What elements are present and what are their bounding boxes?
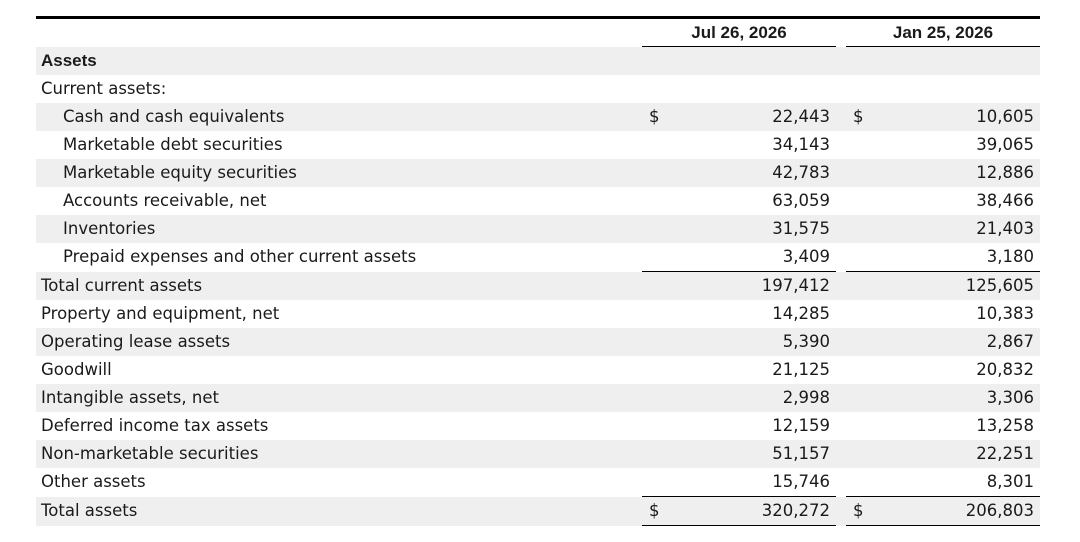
value-jul-2026: 14,285 <box>772 304 830 323</box>
value-jul-2026: 3,409 <box>782 247 830 266</box>
row-label: Marketable equity securities <box>36 159 642 187</box>
column-header-jan-25-2026: Jan 25, 2026 <box>846 22 1040 48</box>
value-jul-2026: 12,159 <box>772 416 830 435</box>
balance-sheet-assets-table: Assets Current assets: Cash and cash equ… <box>36 47 1040 526</box>
value-jan-2026: 20,832 <box>976 360 1034 379</box>
value-jul-2026: 320,272 <box>682 496 836 526</box>
row-label: Total assets <box>36 496 642 526</box>
row-label: Operating lease assets <box>36 328 642 356</box>
table-row: Accounts receivable, net 63,059 38,466 <box>36 187 1040 215</box>
row-label: Goodwill <box>41 360 112 379</box>
value-jan-2026: 3,306 <box>886 384 1040 412</box>
table-row: Assets <box>36 47 1040 75</box>
table-row: Property and equipment, net 14,285 10,38… <box>36 300 1040 328</box>
table-row: Non-marketable securities 51,157 22,251 <box>36 440 1040 468</box>
table-row: Marketable debt securities 34,143 39,065 <box>36 131 1040 159</box>
table-row: Deferred income tax assets 12,159 13,258 <box>36 412 1040 440</box>
value-jan-2026: 10,383 <box>976 304 1034 323</box>
value-jan-2026: 8,301 <box>886 468 1040 497</box>
table-row: Operating lease assets 5,390 2,867 <box>36 328 1040 356</box>
row-label: Prepaid expenses and other current asset… <box>63 247 417 267</box>
table-row: Current assets: <box>36 75 1040 103</box>
value-jul-2026: 197,412 <box>682 271 836 300</box>
value-jan-2026: 39,065 <box>976 135 1034 154</box>
subsection-title: Current assets: <box>41 79 167 98</box>
value-jan-2026: 125,605 <box>886 271 1040 300</box>
table-row: Intangible assets, net 2,998 3,306 <box>36 384 1040 412</box>
value-jan-2026: 38,466 <box>976 191 1034 210</box>
value-jan-2026: 13,258 <box>976 416 1034 435</box>
value-jul-2026: 31,575 <box>682 215 836 243</box>
value-jan-2026: 10,605 <box>886 103 1040 131</box>
value-jul-2026: 21,125 <box>772 360 830 379</box>
value-jan-2026: 3,180 <box>986 247 1034 266</box>
currency-symbol: $ <box>642 103 682 131</box>
top-rule <box>36 16 1040 19</box>
value-jul-2026: 63,059 <box>772 191 830 210</box>
row-label: Intangible assets, net <box>36 384 642 412</box>
table-row: Goodwill 21,125 20,832 <box>36 356 1040 384</box>
currency-symbol: $ <box>846 103 886 131</box>
table-row: Total current assets 197,412 125,605 <box>36 271 1040 300</box>
table-row: Marketable equity securities 42,783 12,8… <box>36 159 1040 187</box>
currency-symbol: $ <box>846 496 886 526</box>
row-label: Non-marketable securities <box>36 440 642 468</box>
value-jan-2026: 22,251 <box>886 440 1040 468</box>
row-label: Marketable debt securities <box>63 135 283 154</box>
row-label: Accounts receivable, net <box>63 191 267 210</box>
table-row: Inventories 31,575 21,403 <box>36 215 1040 243</box>
value-jan-2026: 12,886 <box>886 159 1040 187</box>
row-label: Cash and cash equivalents <box>36 103 642 131</box>
table-row: Prepaid expenses and other current asset… <box>36 243 1040 272</box>
table-row: Cash and cash equivalents $ 22,443 $ 10,… <box>36 103 1040 131</box>
value-jan-2026: 206,803 <box>886 496 1040 526</box>
value-jul-2026: 51,157 <box>682 440 836 468</box>
value-jan-2026: 21,403 <box>886 215 1040 243</box>
row-label: Other assets <box>41 472 146 492</box>
row-label: Inventories <box>36 215 642 243</box>
row-label: Deferred income tax assets <box>41 416 269 435</box>
section-title: Assets <box>36 47 642 75</box>
value-jul-2026: 2,998 <box>682 384 836 412</box>
value-jul-2026: 15,746 <box>682 468 836 497</box>
currency-symbol: $ <box>642 496 682 526</box>
value-jul-2026: 5,390 <box>682 328 836 356</box>
column-header-jul-26-2026: Jul 26, 2026 <box>642 22 836 48</box>
table-row: Other assets 15,746 8,301 <box>36 468 1040 497</box>
value-jul-2026: 42,783 <box>682 159 836 187</box>
row-label: Property and equipment, net <box>41 304 280 323</box>
value-jul-2026: 22,443 <box>682 103 836 131</box>
table-row: Total assets $ 320,272 $ 206,803 <box>36 496 1040 526</box>
row-label: Total current assets <box>36 271 642 300</box>
value-jul-2026: 34,143 <box>772 135 830 154</box>
value-jan-2026: 2,867 <box>886 328 1040 356</box>
